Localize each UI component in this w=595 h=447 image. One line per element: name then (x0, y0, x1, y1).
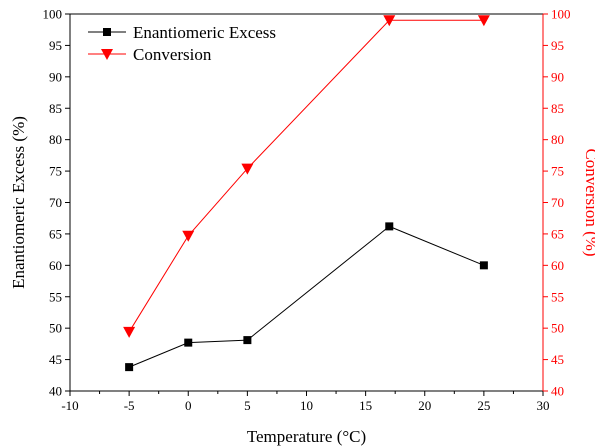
x-tick-label: 15 (359, 398, 372, 413)
legend-marker (101, 49, 113, 60)
series-enantiomeric-excess (125, 222, 488, 372)
y-right-tick-label: 80 (551, 132, 564, 147)
x-tick-label: 25 (477, 398, 490, 413)
data-point (125, 363, 134, 372)
y-left-tick-label: 85 (49, 101, 62, 116)
x-tick-label: 10 (300, 398, 313, 413)
y-right-tick-label: 70 (551, 195, 564, 210)
x-tick-label: -10 (61, 398, 78, 413)
x-tick-label: 5 (244, 398, 251, 413)
y-left-tick-label: 40 (49, 384, 62, 399)
y-right-tick-label: 85 (551, 101, 564, 116)
series-line (128, 19, 484, 333)
y-left-tick-label: 95 (49, 38, 62, 53)
y-left-tick-label: 70 (49, 195, 62, 210)
y-axis-right-label: Conversion (%) (582, 148, 595, 256)
axes-layer: -10 -5 0 5 10 15 20 25 3040455055606570758085909… (43, 7, 571, 414)
x-tick-label: 0 (185, 398, 192, 413)
y-left-tick-label: 50 (49, 321, 62, 336)
y-right-tick-label: 50 (551, 321, 564, 336)
y-left-tick-label: 65 (49, 226, 62, 241)
x-axis-label: Temperature (°C) (247, 427, 366, 446)
y-right-tick-label: 90 (551, 69, 564, 84)
x-tick-label: -5 (124, 398, 135, 413)
y-right-tick-label: 95 (551, 38, 564, 53)
y-right-tick-label: 100 (551, 7, 571, 22)
data-point (383, 15, 396, 27)
y-left-tick-label: 75 (49, 164, 62, 179)
y-right-tick-label: 65 (551, 226, 564, 241)
series-layer (123, 15, 490, 372)
y-right-tick-label: 45 (551, 352, 564, 367)
y-left-tick-label: 60 (49, 258, 62, 273)
legend-item: Enantiomeric Excess (88, 23, 276, 42)
x-tick-label: 30 (537, 398, 550, 413)
data-point (182, 230, 195, 242)
data-point (385, 222, 394, 231)
x-tick-label: 20 (418, 398, 431, 413)
data-point (477, 15, 490, 27)
series-line (128, 225, 485, 368)
data-point (241, 163, 254, 175)
y-left-tick-label: 90 (49, 69, 62, 84)
legend-marker (103, 28, 111, 36)
y-left-tick-label: 45 (49, 352, 62, 367)
y-right-tick-label: 40 (551, 384, 564, 399)
data-point (479, 261, 488, 270)
legend: Enantiomeric Excess Conversion (88, 23, 276, 64)
y-right-tick-label: 55 (551, 289, 564, 304)
y-right-tick-label: 75 (551, 164, 564, 179)
y-right-tick-label: 60 (551, 258, 564, 273)
y-left-tick-label: 55 (49, 289, 62, 304)
legend-label: Enantiomeric Excess (133, 23, 276, 42)
data-point (184, 338, 193, 347)
y-left-tick-label: 80 (49, 132, 62, 147)
y-left-tick-label: 100 (43, 7, 63, 22)
legend-label: Conversion (133, 45, 212, 64)
series-conversion (123, 15, 490, 338)
legend-item: Conversion (88, 45, 212, 64)
data-point (243, 336, 252, 345)
y-axis-left-label: Enantiomeric Excess (%) (9, 116, 28, 289)
data-point (123, 326, 136, 338)
